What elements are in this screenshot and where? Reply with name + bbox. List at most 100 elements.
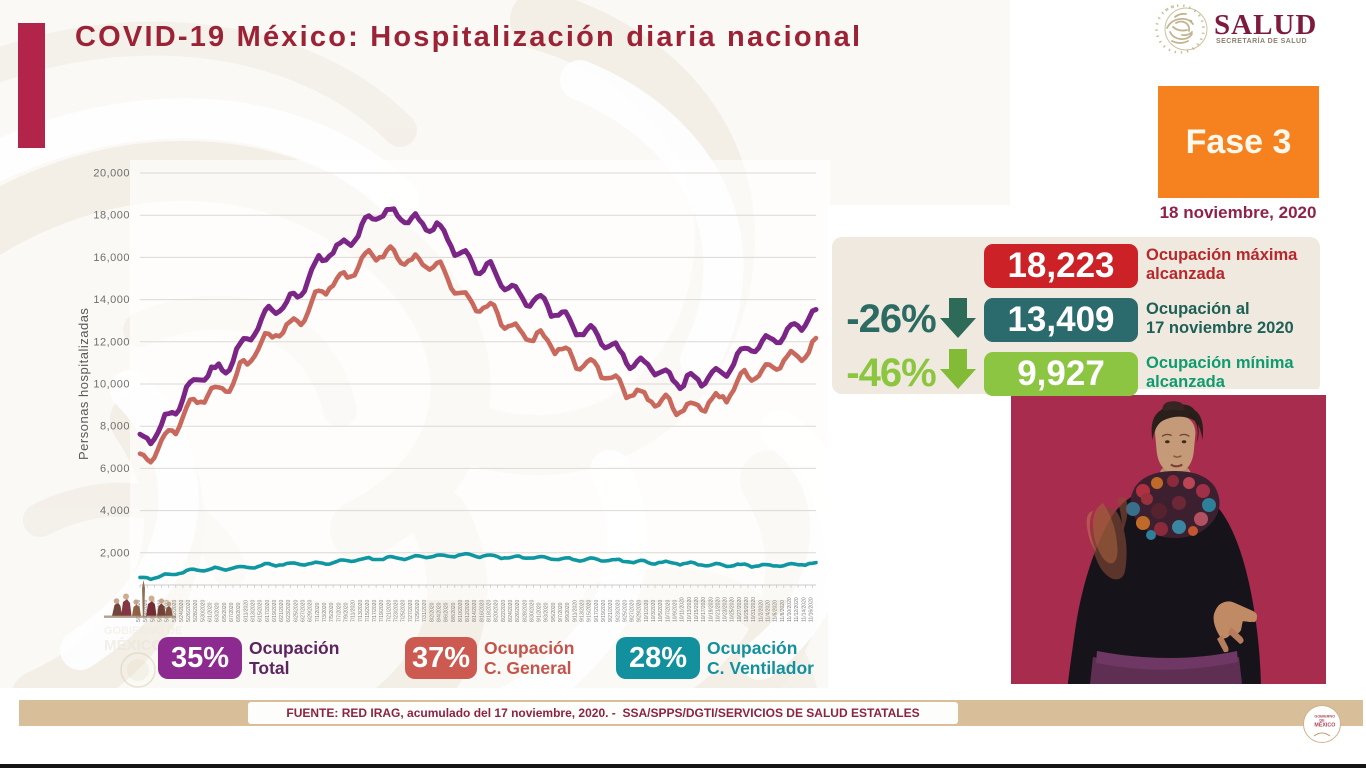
svg-text:10/15/2020: 10/15/2020 <box>694 597 700 622</box>
svg-text:6/21/2020: 6/21/2020 <box>279 600 285 622</box>
svg-text:11/12/2020: 11/12/2020 <box>794 597 800 622</box>
svg-text:8/20/2020: 8/20/2020 <box>494 600 500 622</box>
svg-text:8/18/2020: 8/18/2020 <box>487 600 493 622</box>
svg-text:5/26/2020: 5/26/2020 <box>186 600 192 622</box>
svg-text:9/9/2020: 9/9/2020 <box>565 602 571 622</box>
svg-text:8/4/2020: 8/4/2020 <box>436 602 442 622</box>
svg-text:11/16/2020: 11/16/2020 <box>808 597 814 622</box>
svg-text:5/30/2020: 5/30/2020 <box>200 600 206 622</box>
svg-text:10,000: 10,000 <box>93 379 130 391</box>
svg-text:8/14/2020: 8/14/2020 <box>472 600 478 622</box>
svg-text:6/15/2020: 6/15/2020 <box>258 600 264 622</box>
svg-text:10/31/2020: 10/31/2020 <box>751 597 757 622</box>
svg-text:6/17/2020: 6/17/2020 <box>265 600 271 622</box>
svg-text:9/19/2020: 9/19/2020 <box>601 600 607 622</box>
svg-text:14,000: 14,000 <box>93 294 130 306</box>
svg-text:7/13/2020: 7/13/2020 <box>358 600 364 622</box>
svg-text:20,000: 20,000 <box>93 168 130 180</box>
svg-text:2,000: 2,000 <box>100 547 130 559</box>
svg-text:7/9/2020: 7/9/2020 <box>343 602 349 622</box>
svg-text:5/28/2020: 5/28/2020 <box>193 600 199 622</box>
svg-text:6,000: 6,000 <box>100 463 130 475</box>
svg-text:6/19/2020: 6/19/2020 <box>272 600 278 622</box>
svg-text:10/17/2020: 10/17/2020 <box>701 597 707 622</box>
svg-text:GOBIERNO DE: GOBIERNO DE <box>104 625 182 637</box>
svg-text:9/3/2020: 9/3/2020 <box>544 602 550 622</box>
svg-text:9/21/2020: 9/21/2020 <box>608 600 614 622</box>
svg-text:10/27/2020: 10/27/2020 <box>737 597 743 622</box>
svg-text:6/3/2020: 6/3/2020 <box>215 602 221 622</box>
svg-text:7/25/2020: 7/25/2020 <box>401 600 407 622</box>
svg-text:9/23/2020: 9/23/2020 <box>615 600 621 622</box>
svg-text:9/11/2020: 9/11/2020 <box>572 600 578 622</box>
svg-text:8/30/2020: 8/30/2020 <box>529 600 535 622</box>
svg-text:9/13/2020: 9/13/2020 <box>580 600 586 622</box>
svg-text:8/24/2020: 8/24/2020 <box>508 600 514 622</box>
svg-text:9/27/2020: 9/27/2020 <box>630 600 636 622</box>
svg-text:8/6/2020: 8/6/2020 <box>444 602 450 622</box>
svg-text:8/12/2020: 8/12/2020 <box>465 600 471 622</box>
svg-text:8/26/2020: 8/26/2020 <box>515 600 521 622</box>
svg-text:10/11/2020: 10/11/2020 <box>680 597 686 622</box>
svg-text:10/21/2020: 10/21/2020 <box>715 597 721 622</box>
svg-text:10/1/2020: 10/1/2020 <box>644 600 650 622</box>
svg-text:8/10/2020: 8/10/2020 <box>458 600 464 622</box>
svg-text:10/9/2020: 10/9/2020 <box>673 600 679 622</box>
svg-text:6/1/2020: 6/1/2020 <box>208 602 214 622</box>
svg-text:10/29/2020: 10/29/2020 <box>744 597 750 622</box>
svg-text:6/29/2020: 6/29/2020 <box>308 600 314 622</box>
svg-text:11/4/2020: 11/4/2020 <box>766 600 772 622</box>
svg-text:8,000: 8,000 <box>100 421 130 433</box>
svg-text:MÉXICO: MÉXICO <box>104 637 164 654</box>
svg-text:8/16/2020: 8/16/2020 <box>479 600 485 622</box>
svg-text:6/25/2020: 6/25/2020 <box>293 600 299 622</box>
svg-text:7/11/2020: 7/11/2020 <box>351 600 357 622</box>
svg-text:11/10/2020: 11/10/2020 <box>787 597 793 622</box>
svg-text:9/5/2020: 9/5/2020 <box>551 602 557 622</box>
svg-text:7/21/2020: 7/21/2020 <box>386 600 392 622</box>
svg-text:9/1/2020: 9/1/2020 <box>537 602 543 622</box>
svg-text:16,000: 16,000 <box>93 252 130 264</box>
svg-text:7/5/2020: 7/5/2020 <box>329 602 335 622</box>
svg-text:8/2/2020: 8/2/2020 <box>429 602 435 622</box>
svg-text:11/2/2020: 11/2/2020 <box>758 600 764 622</box>
svg-text:Personas hospitalizadas: Personas hospitalizadas <box>76 308 91 460</box>
svg-text:8/22/2020: 8/22/2020 <box>501 600 507 622</box>
svg-text:11/14/2020: 11/14/2020 <box>801 597 807 622</box>
svg-text:4,000: 4,000 <box>100 505 130 517</box>
svg-text:7/19/2020: 7/19/2020 <box>379 600 385 622</box>
svg-text:6/9/2020: 6/9/2020 <box>236 602 242 622</box>
svg-text:7/7/2020: 7/7/2020 <box>336 602 342 622</box>
svg-text:11/6/2020: 11/6/2020 <box>773 600 779 622</box>
svg-text:8/28/2020: 8/28/2020 <box>522 600 528 622</box>
svg-text:12,000: 12,000 <box>93 336 130 348</box>
svg-text:6/27/2020: 6/27/2020 <box>301 600 307 622</box>
svg-text:5/14/2020: 5/14/2020 <box>143 600 149 622</box>
svg-text:11/8/2020: 11/8/2020 <box>780 600 786 622</box>
svg-text:9/17/2020: 9/17/2020 <box>594 600 600 622</box>
svg-text:5/22/2020: 5/22/2020 <box>172 600 178 622</box>
svg-text:10/13/2020: 10/13/2020 <box>687 597 693 622</box>
svg-text:8/8/2020: 8/8/2020 <box>451 602 457 622</box>
svg-text:9/15/2020: 9/15/2020 <box>587 600 593 622</box>
svg-text:10/25/2020: 10/25/2020 <box>730 597 736 622</box>
svg-text:5/24/2020: 5/24/2020 <box>179 600 185 622</box>
svg-text:7/1/2020: 7/1/2020 <box>315 602 321 622</box>
svg-text:10/5/2020: 10/5/2020 <box>658 600 664 622</box>
svg-text:9/29/2020: 9/29/2020 <box>637 600 643 622</box>
svg-text:10/19/2020: 10/19/2020 <box>708 597 714 622</box>
svg-text:18,000: 18,000 <box>93 210 130 222</box>
svg-text:9/25/2020: 9/25/2020 <box>622 600 628 622</box>
svg-text:10/3/2020: 10/3/2020 <box>651 600 657 622</box>
svg-text:6/13/2020: 6/13/2020 <box>251 600 257 622</box>
svg-text:7/17/2020: 7/17/2020 <box>372 600 378 622</box>
svg-text:7/15/2020: 7/15/2020 <box>365 600 371 622</box>
svg-text:6/23/2020: 6/23/2020 <box>286 600 292 622</box>
svg-text:6/11/2020: 6/11/2020 <box>243 600 249 622</box>
svg-text:7/27/2020: 7/27/2020 <box>408 600 414 622</box>
svg-text:7/29/2020: 7/29/2020 <box>415 600 421 622</box>
svg-text:6/7/2020: 6/7/2020 <box>229 602 235 622</box>
svg-text:10/23/2020: 10/23/2020 <box>723 597 729 622</box>
svg-text:7/31/2020: 7/31/2020 <box>422 600 428 622</box>
svg-text:10/7/2020: 10/7/2020 <box>665 600 671 622</box>
